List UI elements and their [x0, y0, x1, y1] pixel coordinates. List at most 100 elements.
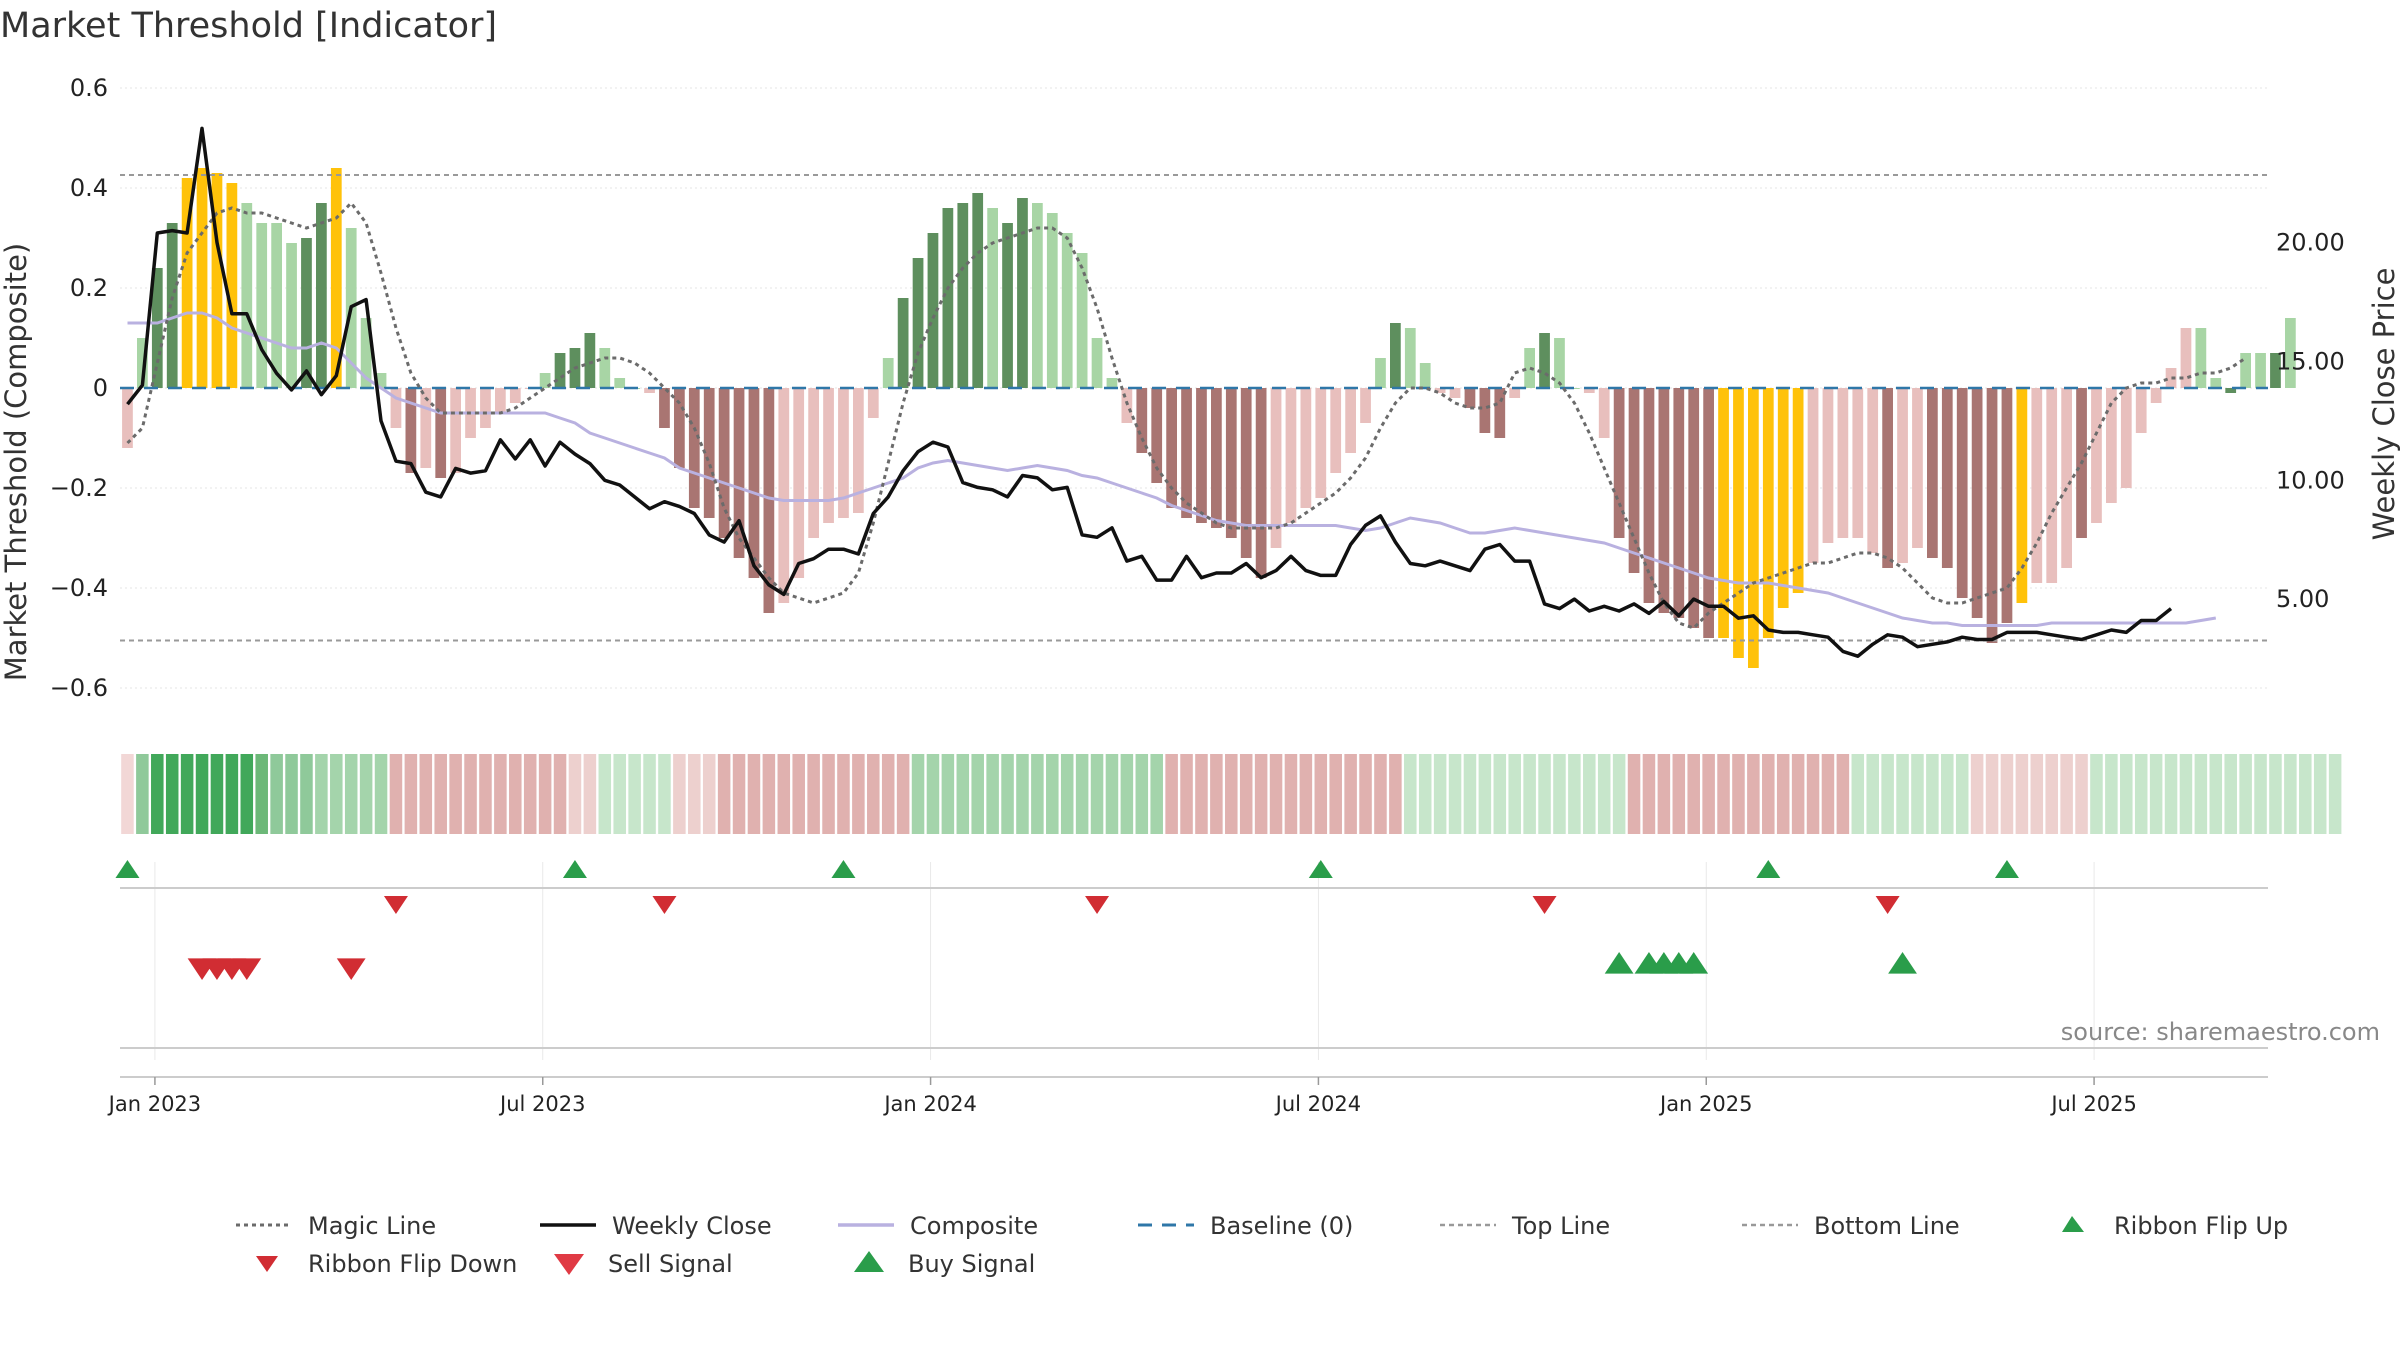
histogram-bar	[420, 388, 432, 468]
ribbon-cell	[1732, 754, 1745, 834]
ribbon-cell	[732, 754, 746, 834]
histogram-bar	[2270, 353, 2281, 388]
x-tick-label: Jul 2024	[1274, 1092, 1361, 1116]
histogram-bar	[1986, 388, 1998, 643]
ribbon-cell	[1120, 754, 1134, 834]
ribbon-cell	[673, 754, 686, 834]
histogram-bar	[644, 388, 655, 393]
sell-signal-marker	[232, 958, 262, 980]
sell-signal-marker	[336, 958, 366, 980]
ribbon-cell	[1090, 754, 1104, 834]
ribbon-cell	[1463, 754, 1477, 834]
ribbon-cell	[702, 754, 716, 834]
y-axis-title: Market Threshold (Composite)	[0, 243, 33, 681]
ribbon-cell	[2164, 754, 2178, 834]
ribbon-cell	[1523, 754, 1536, 834]
histogram-bar	[2106, 388, 2117, 503]
ribbon-cell	[1433, 754, 1447, 834]
histogram-bar	[166, 223, 178, 388]
ribbon-cell	[1046, 754, 1059, 834]
ribbon-flip-up-marker	[831, 860, 856, 878]
ribbon-cell	[717, 754, 731, 834]
histogram-bar	[1598, 388, 1610, 438]
ribbon-cell	[688, 754, 701, 834]
ribbon-cell	[315, 754, 328, 834]
legend-buy-swatch	[854, 1251, 884, 1272]
histogram-bar	[1330, 388, 1342, 473]
ribbon-cell	[1866, 754, 1879, 834]
histogram-bar	[1211, 388, 1222, 528]
ribbon-cell	[509, 754, 522, 834]
histogram-bar	[1032, 203, 1043, 388]
histogram-bar	[2001, 388, 2013, 623]
ribbon-cell	[464, 754, 477, 834]
ribbon-cell	[2194, 754, 2208, 834]
histogram-bar	[1733, 388, 1744, 658]
ribbon-cell	[2120, 754, 2133, 834]
histogram-bar	[1583, 388, 1595, 393]
legend-label: Ribbon Flip Up	[2114, 1212, 2288, 1240]
histogram-bar	[1762, 388, 1774, 638]
legend-label: Sell Signal	[608, 1250, 733, 1278]
ribbon-cell	[1955, 754, 1969, 834]
ribbon-cell	[2328, 754, 2342, 834]
ribbon-cell	[1687, 754, 1700, 834]
y2-axis-title: Weekly Close Price	[2367, 268, 2400, 541]
ribbon-cell	[583, 754, 597, 834]
series-lines	[126, 126, 2247, 658]
ribbon-cell	[2105, 754, 2118, 834]
ribbon-cell	[1135, 754, 1149, 834]
ribbon-flip-up-marker	[115, 860, 140, 878]
histogram-bar	[1703, 388, 1714, 638]
ribbon-cell	[1493, 754, 1507, 834]
histogram-bar	[241, 203, 253, 388]
y2-tick-label: 20.00	[2276, 229, 2345, 257]
ribbon-cell	[300, 754, 313, 834]
ribbon-cell	[2209, 754, 2223, 834]
histogram-bar	[793, 388, 805, 578]
histogram-bar	[1852, 388, 1864, 538]
ribbon-cell	[911, 754, 925, 834]
legend-label: Composite	[910, 1212, 1038, 1240]
ribbon-cell	[2075, 754, 2088, 834]
histogram-bar	[1971, 388, 1983, 618]
reference-lines	[120, 174, 2268, 642]
ribbon-cell	[2149, 754, 2163, 834]
x-tick-label: Jul 2025	[2049, 1092, 2136, 1116]
histogram-bar	[390, 388, 402, 428]
ribbon-flip-up-marker	[562, 860, 587, 878]
histogram-bar	[1464, 388, 1476, 408]
ribbon-cell	[1896, 754, 1909, 834]
ribbon-cell	[285, 754, 298, 834]
legend-label: Magic Line	[308, 1212, 436, 1240]
ribbon-cell	[344, 754, 358, 834]
histogram-bar	[1121, 388, 1133, 423]
histogram-bar	[1882, 388, 1893, 568]
histogram-bar	[301, 238, 312, 388]
ribbon-cell	[479, 754, 492, 834]
histogram-bar	[703, 388, 715, 518]
ribbon-cell	[2299, 754, 2312, 834]
legend-label: Ribbon Flip Down	[308, 1250, 517, 1278]
buy-signal-marker	[1888, 952, 1917, 974]
ribbon-cell	[1538, 754, 1551, 834]
histogram-bar	[1360, 388, 1371, 423]
histogram-bar	[2240, 353, 2251, 388]
ribbon-cell	[2045, 754, 2058, 834]
histogram-bar	[1091, 338, 1103, 388]
ribbon-cell	[1075, 754, 1089, 834]
x-tick-label: Jul 2023	[498, 1092, 585, 1116]
ribbon-cell	[1105, 754, 1119, 834]
y-tick-label: 0	[93, 374, 108, 402]
ribbon-cell	[195, 754, 209, 834]
ribbon-cell	[1747, 754, 1760, 834]
histogram-bar	[1837, 388, 1849, 538]
y-tick-label: −0.4	[50, 574, 108, 602]
ribbon-cell	[852, 754, 865, 834]
ribbon-cell	[941, 754, 955, 834]
histogram-bar	[1479, 388, 1491, 433]
histogram-bar	[480, 388, 491, 428]
source-note: source: sharemaestro.com	[2061, 1018, 2380, 1046]
histogram-bar	[614, 378, 626, 388]
ribbon-cell	[1210, 754, 1223, 834]
